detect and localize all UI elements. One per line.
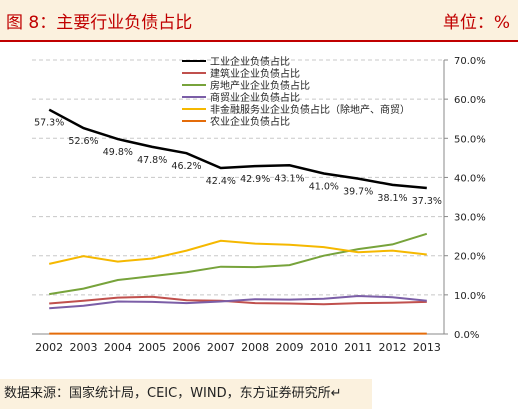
- series-line: [48, 239, 427, 265]
- legend-label: 房地产业企业负债占比: [210, 79, 310, 92]
- x-tick-label: 2006: [173, 341, 201, 354]
- header-divider: [0, 40, 518, 42]
- y-tick-label: 20.0%: [454, 252, 486, 263]
- series-line: [49, 232, 428, 296]
- y-tick-label: 50.0%: [454, 134, 486, 145]
- x-tick-label: 2010: [310, 341, 338, 354]
- data-labels: 57.3% 52.6% 49.8% 47.8% 46.2% 42.4% 42.9% 43.1%…: [34, 118, 442, 207]
- data-label: 52.6%: [68, 136, 98, 147]
- x-tick-label: 2012: [379, 341, 407, 354]
- data-label: 39.7%: [343, 187, 373, 198]
- legend: 工业企业负债占比建筑业企业负债占比房地产业企业负债占比商贸业企业负债占比非金融服…: [182, 55, 410, 128]
- series-line: [49, 295, 427, 306]
- x-tick-label: 2005: [138, 341, 166, 354]
- legend-label: 商贸业企业负债占比: [210, 91, 300, 104]
- x-tick-label: 2011: [344, 341, 372, 354]
- data-label: 46.2%: [171, 161, 201, 172]
- data-label: 42.4%: [206, 176, 236, 187]
- data-source-note: 数据来源：国家统计局，CEIC，WIND，东方证券研究所↵: [0, 379, 372, 409]
- x-tick-label: 2013: [413, 341, 441, 354]
- data-label: 47.8%: [137, 155, 167, 166]
- data-label: 49.8%: [103, 147, 133, 158]
- data-label: 38.1%: [377, 193, 407, 204]
- data-label: 43.1%: [274, 173, 304, 184]
- x-tick-label: 2002: [35, 341, 63, 354]
- legend-label: 建筑业企业负债占比: [210, 67, 300, 80]
- x-tick-label: 2003: [70, 341, 98, 354]
- data-label: 41.0%: [309, 182, 339, 193]
- series-line: [49, 294, 427, 310]
- x-tick-label: 2007: [207, 341, 235, 354]
- series-line: [48, 108, 427, 190]
- y-tick-label: 0.0%: [454, 330, 479, 341]
- legend-label: 工业企业负债占比: [210, 55, 290, 68]
- y-tick-label: 10.0%: [454, 291, 486, 302]
- x-tick-label: 2009: [276, 341, 304, 354]
- data-label: 42.9%: [240, 174, 270, 185]
- line-chart: 2002 2003 2004 2005 2006 2007 2008 2009 2010 2011…: [32, 55, 486, 354]
- y-axis: 0.0% 10.0% 20.0% 30.0% 40.0% 50.0% 60.0% 70.0%: [443, 56, 486, 341]
- unit-label: 单位：%: [442, 13, 510, 33]
- legend-label: 农业企业负债占比: [210, 115, 290, 128]
- gridlines: [32, 59, 444, 296]
- figure-header: 图 8：主要行业负债占比 单位：%: [0, 0, 518, 40]
- figure-title: 图 8：主要行业负债占比: [6, 13, 193, 33]
- x-axis: 2002 2003 2004 2005 2006 2007 2008 2009 2010 2011…: [32, 333, 444, 354]
- series-lines: [48, 108, 428, 335]
- y-tick-label: 30.0%: [454, 213, 486, 224]
- legend-label: 非金融服务业企业负债占比（除地产、商贸）: [210, 103, 410, 116]
- y-tick-label: 40.0%: [454, 173, 486, 184]
- y-tick-label: 60.0%: [454, 95, 486, 106]
- data-label: 57.3%: [34, 118, 64, 129]
- x-tick-label: 2004: [104, 341, 132, 354]
- x-tick-label: 2008: [241, 341, 269, 354]
- y-tick-label: 70.0%: [454, 56, 486, 67]
- data-label: 37.3%: [412, 196, 442, 207]
